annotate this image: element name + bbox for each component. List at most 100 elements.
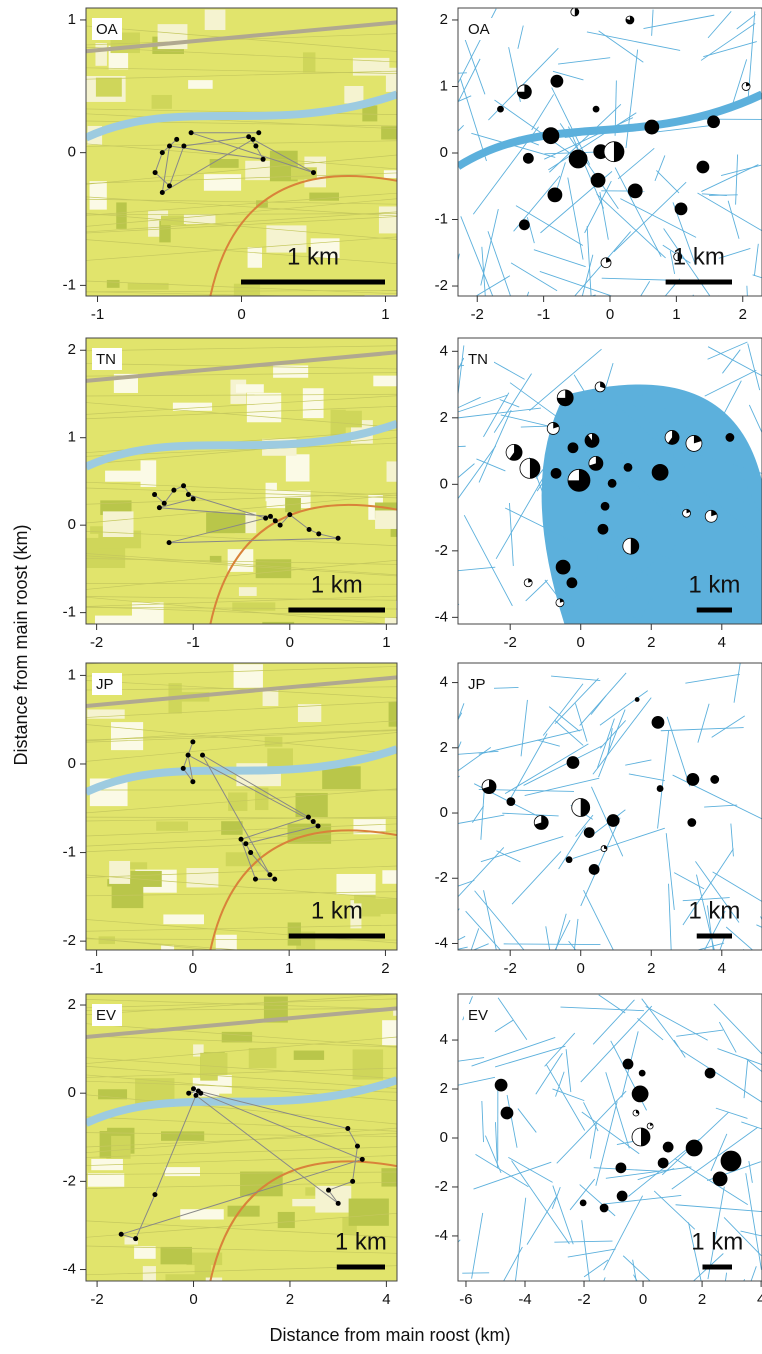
waterway <box>590 294 596 296</box>
canal <box>86 90 397 142</box>
waterway <box>584 469 643 514</box>
waterway <box>605 539 616 570</box>
waterway <box>569 586 574 608</box>
ditch <box>86 437 397 465</box>
waterway <box>723 1217 762 1256</box>
waterway <box>500 414 582 435</box>
waterway <box>589 558 622 599</box>
waterway <box>692 1253 724 1281</box>
waterway <box>509 502 514 566</box>
field <box>221 821 243 835</box>
canal <box>458 90 762 170</box>
fix-point <box>133 1236 139 1242</box>
ditch <box>86 701 397 718</box>
map-panel <box>86 663 397 950</box>
scale-bar-label: 1 km <box>688 897 740 924</box>
panel-label-box <box>464 673 494 695</box>
ditch <box>86 108 397 115</box>
waterway <box>692 294 695 296</box>
y-tick-label: -4 <box>435 934 448 951</box>
pie-wedge <box>542 127 559 144</box>
road <box>86 1006 397 1040</box>
y-tick-label: 0 <box>440 475 448 492</box>
pie-wedge <box>615 1162 626 1173</box>
field <box>131 602 164 624</box>
waterway <box>552 1088 585 1102</box>
pie-wedge <box>482 779 497 794</box>
ditch <box>86 280 397 295</box>
field <box>142 1266 156 1281</box>
fix-point <box>190 779 196 785</box>
waterway <box>576 402 602 423</box>
waterway <box>641 998 679 1048</box>
pie-wedge <box>593 106 600 113</box>
x-tick-label: 0 <box>606 306 614 323</box>
fix-point <box>166 540 172 546</box>
waterway <box>481 1100 484 1143</box>
scale-bar-label: 1 km <box>688 571 740 598</box>
waterway <box>470 928 480 950</box>
waterway <box>573 918 579 950</box>
ditch <box>86 583 397 585</box>
road <box>209 503 397 624</box>
y-tick-label: -2 <box>435 1178 448 1195</box>
waterway <box>535 411 590 479</box>
waterway <box>579 672 627 726</box>
waterway <box>478 729 583 755</box>
panel-border <box>457 337 762 625</box>
waterway <box>458 396 481 409</box>
waterway <box>695 861 740 923</box>
waterway <box>696 874 715 950</box>
waterway <box>682 613 715 624</box>
field <box>105 470 148 482</box>
waterway <box>748 404 762 434</box>
road <box>209 829 397 950</box>
fix-point <box>310 819 316 825</box>
field <box>111 722 144 751</box>
ditch <box>86 192 397 216</box>
fix-point <box>181 143 187 149</box>
waterway <box>510 262 558 292</box>
waterway <box>579 1184 616 1217</box>
x-tick-label: 0 <box>286 634 294 651</box>
x-tick-label: 1 <box>672 306 680 323</box>
waterway <box>542 683 584 736</box>
waterway <box>581 1220 590 1281</box>
waterway <box>524 777 600 797</box>
pie-wedge <box>658 1157 669 1168</box>
field <box>388 701 397 727</box>
waterway <box>680 1049 762 1103</box>
x-tick-label: 2 <box>739 306 747 323</box>
ditch <box>86 494 397 524</box>
track-line <box>154 485 339 544</box>
fix-point <box>267 513 273 519</box>
waterway <box>494 1019 514 1033</box>
field <box>183 214 216 224</box>
pie-wedge <box>713 1171 728 1186</box>
waterway <box>458 703 465 721</box>
waterway <box>671 1127 758 1190</box>
fix-point <box>350 1178 356 1184</box>
field <box>264 736 283 747</box>
panel-label-box <box>92 673 122 695</box>
field <box>160 1246 193 1265</box>
waterway <box>460 78 487 162</box>
waterway <box>574 231 631 296</box>
map-panel <box>458 994 762 1281</box>
pie-wedge <box>686 1140 703 1157</box>
waterway <box>583 394 603 449</box>
waterway <box>487 231 511 296</box>
field <box>186 1252 223 1266</box>
y-tick-label: 1 <box>68 666 76 683</box>
fix-point <box>118 1231 124 1237</box>
waterway <box>458 750 499 755</box>
panel-label: EV <box>96 1007 116 1024</box>
fix-point <box>243 841 249 847</box>
y-tick-label: -4 <box>63 1261 76 1278</box>
ditch <box>86 290 397 293</box>
fix-point <box>252 876 258 882</box>
waterway <box>495 464 552 560</box>
ditch <box>86 395 397 415</box>
waterway <box>700 22 756 61</box>
